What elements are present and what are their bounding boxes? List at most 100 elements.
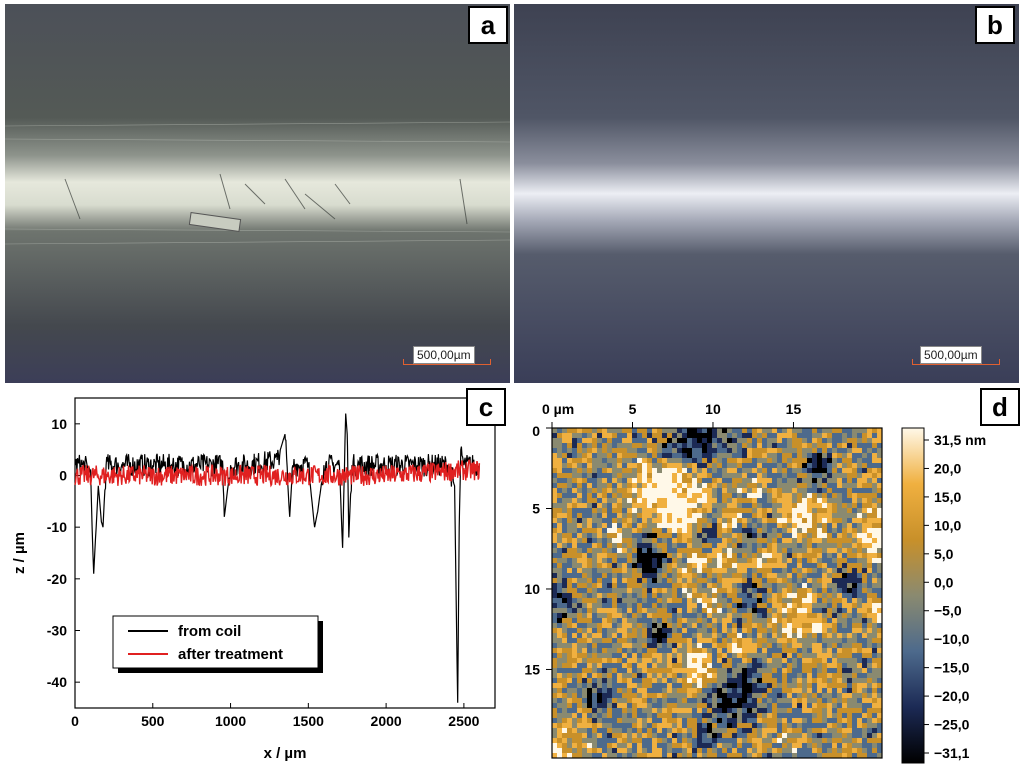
heatmap-cell (637, 543, 643, 549)
heatmap-cell (622, 633, 628, 639)
heatmap-cell (742, 633, 748, 639)
heatmap-cell (862, 743, 868, 749)
heatmap-cell (557, 478, 563, 484)
heatmap-cell (692, 628, 698, 634)
heatmap-cell (777, 453, 783, 459)
heatmap-cell (747, 588, 753, 594)
heatmap-cell (637, 488, 643, 494)
heatmap-cell (662, 473, 668, 479)
heatmap-cell (862, 728, 868, 734)
heatmap-cell (772, 478, 778, 484)
heatmap-cell (767, 693, 773, 699)
heatmap-cell (652, 468, 658, 474)
heatmap-cell (817, 598, 823, 604)
heatmap-cell (757, 613, 763, 619)
heatmap-cell (632, 443, 638, 449)
heatmap-cell (587, 748, 593, 754)
heatmap-cell (552, 613, 558, 619)
heatmap-cell (602, 593, 608, 599)
heatmap-cell (807, 728, 813, 734)
heatmap-cell (552, 698, 558, 704)
heatmap-cell (702, 568, 708, 574)
heatmap-cell (687, 548, 693, 554)
heatmap-cell (797, 573, 803, 579)
heatmap-cell (622, 458, 628, 464)
heatmap-cell (632, 743, 638, 749)
heatmap-cell (707, 483, 713, 489)
heatmap-cell (777, 463, 783, 469)
heatmap-cell (612, 583, 618, 589)
heatmap-cell (662, 678, 668, 684)
heatmap-cell (852, 628, 858, 634)
heatmap-cell (602, 563, 608, 569)
heatmap-cell (562, 578, 568, 584)
heatmap-cell (827, 698, 833, 704)
heatmap-cell (797, 653, 803, 659)
heatmap-cell (802, 653, 808, 659)
heatmap-cell (807, 678, 813, 684)
heatmap-cell (602, 493, 608, 499)
heatmap-cell (677, 448, 683, 454)
heatmap-cell (827, 468, 833, 474)
heatmap-cell (742, 463, 748, 469)
heatmap-cell (687, 723, 693, 729)
heatmap-cell (732, 453, 738, 459)
heatmap-cell (607, 488, 613, 494)
heatmap-cell (587, 728, 593, 734)
heatmap-cell (667, 548, 673, 554)
heatmap-cell (657, 518, 663, 524)
heatmap-cell (572, 703, 578, 709)
heatmap-cell (707, 573, 713, 579)
heatmap-cell (772, 598, 778, 604)
heatmap-cell (637, 648, 643, 654)
heatmap-cell (597, 708, 603, 714)
heatmap-cell (562, 753, 568, 759)
heatmap-cell (567, 438, 573, 444)
heatmap-cell (682, 558, 688, 564)
heatmap-cell (827, 463, 833, 469)
heatmap-cell (632, 528, 638, 534)
heatmap-cell (702, 483, 708, 489)
heatmap-cell (742, 643, 748, 649)
heatmap-cell (582, 438, 588, 444)
heatmap-cell (677, 668, 683, 674)
heatmap-cell (627, 513, 633, 519)
heatmap-cell (797, 543, 803, 549)
heatmap-cell (667, 658, 673, 664)
heatmap-cell (872, 743, 878, 749)
heatmap-cell (857, 493, 863, 499)
heatmap-cell (622, 613, 628, 619)
heatmap-cell (632, 593, 638, 599)
heatmap-cell (637, 728, 643, 734)
heatmap-cell (677, 428, 683, 434)
heatmap-cell (807, 588, 813, 594)
heatmap-cell (837, 503, 843, 509)
heatmap-cell (647, 633, 653, 639)
heatmap-cell (762, 463, 768, 469)
heatmap-cell (612, 608, 618, 614)
heatmap-cell (677, 733, 683, 739)
heatmap-cell (652, 593, 658, 599)
heatmap-cell (707, 523, 713, 529)
heatmap-cell (767, 458, 773, 464)
heatmap-cell (812, 553, 818, 559)
heatmap-cell (872, 693, 878, 699)
heatmap-cell (672, 708, 678, 714)
heatmap-cell (632, 693, 638, 699)
heatmap-cell (672, 568, 678, 574)
heatmap-cell (767, 508, 773, 514)
heatmap-cell (792, 473, 798, 479)
heatmap-cell (777, 503, 783, 509)
heatmap-cell (587, 483, 593, 489)
heatmap-cell (692, 578, 698, 584)
heatmap-cell (857, 723, 863, 729)
heatmap-cell (832, 688, 838, 694)
heatmap-cell (572, 698, 578, 704)
heatmap-cell (602, 513, 608, 519)
heatmap-cell (682, 458, 688, 464)
heatmap-cell (862, 518, 868, 524)
heatmap-cell (722, 673, 728, 679)
heatmap-cell (627, 603, 633, 609)
heatmap-cell (742, 613, 748, 619)
heatmap-cell (572, 473, 578, 479)
